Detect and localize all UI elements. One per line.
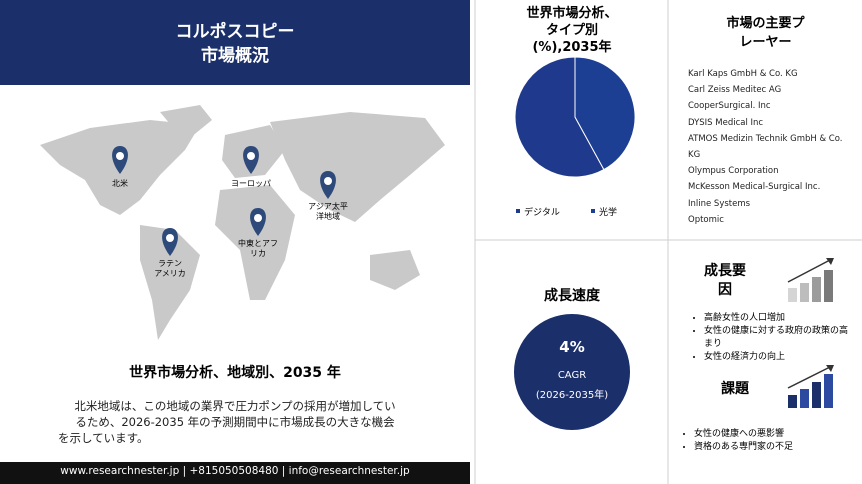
legend-swatch bbox=[516, 209, 520, 213]
text: (%),2035年 bbox=[532, 40, 612, 55]
bullet-item: 女性の経済力の向上 bbox=[704, 351, 855, 364]
text: 北米 bbox=[112, 179, 128, 188]
bullet-item: 女性の健康に対する政府の政策の高まり bbox=[704, 325, 855, 351]
growth-title: 成長速度 bbox=[544, 288, 600, 304]
text: 成長要 bbox=[704, 263, 746, 279]
dividers bbox=[474, 0, 862, 484]
players-title: 市場の主要プ レーヤー bbox=[669, 14, 862, 52]
text: レーヤー bbox=[739, 35, 792, 50]
text: リカ bbox=[250, 249, 266, 258]
text: ヨーロッパ bbox=[231, 179, 271, 188]
text: 市場の主要プ bbox=[726, 16, 805, 31]
title-line: コルポスコピー bbox=[175, 22, 295, 42]
challenges-list: 女性の健康への悪影響資格のある専門家の不足 bbox=[680, 428, 855, 454]
growth-icon bbox=[787, 258, 834, 302]
pie-slice bbox=[574, 56, 636, 171]
legend-label: デジタル bbox=[524, 208, 560, 218]
player-item: Carl Zeiss Meditec AG bbox=[688, 85, 782, 96]
text: 世界市場分析、 bbox=[526, 6, 618, 21]
title-line: 市場概況 bbox=[201, 46, 269, 66]
region-label: 中東とアフ リカ bbox=[228, 239, 288, 259]
drivers-list: 高齢女性の人口増加女性の健康に対する政府の政策の高まり女性の経済力の向上 bbox=[690, 312, 855, 364]
challenges-title: 課題 bbox=[721, 381, 749, 397]
cagr-value: 4% bbox=[559, 338, 585, 356]
bullet-item: 資格のある専門家の不足 bbox=[694, 441, 855, 454]
text: アジア太平 bbox=[308, 202, 348, 211]
bullet-item: 高齢女性の人口増加 bbox=[704, 312, 855, 325]
text: 因 bbox=[718, 282, 732, 298]
text: るため、2026-2035 年の予測期間中に市場成長の大きな機会 bbox=[75, 415, 395, 429]
players-list: Karl Kaps GmbH & Co. KG Carl Zeiss Medite… bbox=[688, 66, 848, 228]
regional-title: 世界市場分析、地域別、2035 年 bbox=[129, 365, 341, 381]
regional-text: 北米地域は、この地域の業界で圧力ポンプの採用が増加してい るため、2026-203… bbox=[0, 398, 470, 446]
legend-label: 光学 bbox=[599, 208, 618, 218]
text: 北米地域は、この地域の業界で圧力ポンプの採用が増加してい bbox=[74, 399, 396, 413]
text: タイプ別 bbox=[545, 23, 598, 38]
player-item: Inline Systems bbox=[688, 198, 751, 209]
region-label: ヨーロッパ bbox=[221, 178, 281, 189]
player-item: ATMOS Medizin Technik GmbH & Co. KG bbox=[688, 133, 843, 161]
legend-swatch bbox=[591, 209, 595, 213]
cagr-period: (2026-2035年) bbox=[535, 390, 609, 401]
text: ラテン bbox=[158, 259, 182, 268]
player-item: CooperSurgical. Inc bbox=[688, 101, 771, 112]
player-item: Karl Kaps GmbH & Co. KG bbox=[688, 69, 798, 79]
text: 洋地域 bbox=[316, 212, 340, 221]
footer-bar bbox=[0, 462, 470, 484]
world-map bbox=[40, 105, 445, 340]
cagr-circle bbox=[514, 314, 630, 430]
region-label: アジア太平 洋地域 bbox=[298, 202, 358, 222]
cagr-label: CAGR bbox=[557, 370, 587, 381]
challenge-icon bbox=[787, 365, 834, 408]
text: を示しています。 bbox=[58, 431, 149, 445]
header-box bbox=[0, 0, 470, 85]
drivers-title: 成長要因 bbox=[700, 262, 750, 300]
region-label: ラテン アメリカ bbox=[140, 259, 200, 279]
pie-title: 世界市場分析、 タイプ別 (%),2035年 bbox=[476, 5, 668, 56]
map-pins bbox=[112, 146, 336, 256]
text: 中東とアフ bbox=[238, 239, 278, 248]
header-title: コルポスコピー 市場概況 bbox=[0, 20, 470, 68]
footer-text: www.researchnester.jp | +815050508480 | … bbox=[60, 465, 410, 477]
player-item: Optomic bbox=[688, 214, 724, 225]
text: アメリカ bbox=[154, 269, 186, 278]
pie-chart bbox=[514, 56, 636, 178]
bullet-item: 女性の健康への悪影響 bbox=[694, 428, 855, 441]
player-item: Olympus Corporation bbox=[688, 166, 779, 177]
player-item: McKesson Medical-Surgical Inc. bbox=[688, 182, 821, 193]
region-label: 北米 bbox=[90, 178, 150, 189]
player-item: DYSIS Medical Inc bbox=[688, 117, 764, 128]
pie-slice bbox=[514, 56, 605, 178]
